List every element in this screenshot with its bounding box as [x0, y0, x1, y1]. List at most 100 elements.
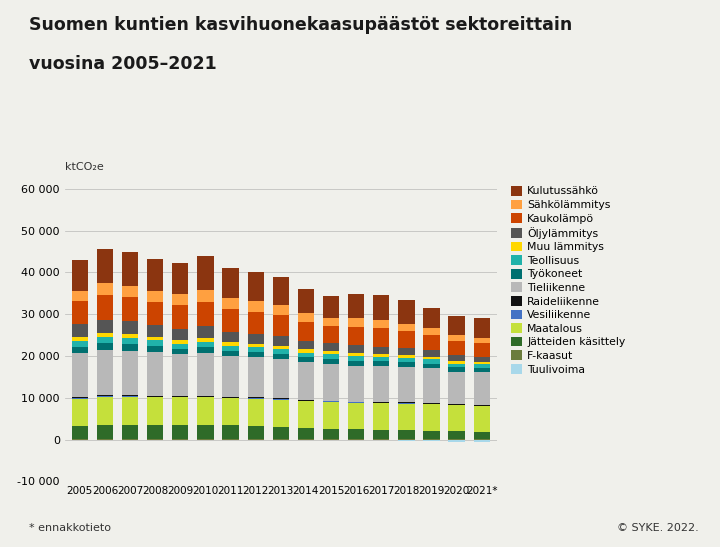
Bar: [273, 439, 289, 440]
Legend: Kulutussähkö, Sähkölämmitys, Kaukolämpö, Öljylämmitys, Muu lämmitys, Teollisuus,: Kulutussähkö, Sähkölämmitys, Kaukolämpö,…: [511, 186, 626, 375]
Bar: [449, 405, 465, 431]
Bar: [197, 353, 214, 396]
Bar: [172, 397, 189, 398]
Bar: [96, 343, 113, 350]
Bar: [248, 334, 264, 344]
Bar: [474, 368, 490, 373]
Text: * ennakkotieto: * ennakkotieto: [29, 523, 111, 533]
Bar: [373, 430, 390, 439]
Bar: [474, 362, 490, 364]
Bar: [122, 395, 138, 397]
Bar: [474, 343, 490, 357]
Bar: [348, 327, 364, 345]
Bar: [348, 345, 364, 353]
Bar: [147, 396, 163, 397]
Bar: [197, 338, 214, 342]
Text: ktCO₂e: ktCO₂e: [65, 162, 104, 172]
Text: © SYKE. 2022.: © SYKE. 2022.: [616, 523, 698, 533]
Bar: [323, 351, 339, 354]
Bar: [122, 338, 138, 345]
Bar: [122, 298, 138, 321]
Bar: [72, 324, 88, 337]
Bar: [449, 404, 465, 405]
Bar: [298, 401, 314, 428]
Bar: [273, 354, 289, 359]
Bar: [72, 292, 88, 301]
Bar: [122, 252, 138, 286]
Bar: [423, 357, 440, 359]
Bar: [323, 296, 339, 318]
Bar: [423, 359, 440, 364]
Bar: [449, 335, 465, 341]
Bar: [122, 439, 138, 440]
Bar: [248, 311, 264, 334]
Bar: [172, 425, 189, 439]
Bar: [423, 351, 440, 357]
Bar: [298, 313, 314, 322]
Bar: [172, 329, 189, 340]
Bar: [323, 400, 339, 401]
Bar: [222, 331, 239, 342]
Bar: [423, 335, 440, 351]
Bar: [273, 336, 289, 346]
Bar: [72, 439, 88, 440]
Bar: [474, 373, 490, 405]
Bar: [172, 344, 189, 348]
Bar: [222, 356, 239, 397]
Bar: [373, 357, 390, 362]
Bar: [147, 346, 163, 352]
Bar: [96, 395, 113, 396]
Bar: [323, 359, 339, 364]
Bar: [96, 294, 113, 320]
Bar: [423, 403, 440, 404]
Bar: [96, 283, 113, 294]
Bar: [96, 396, 113, 397]
Bar: [197, 439, 214, 440]
Bar: [474, 432, 490, 439]
Bar: [248, 426, 264, 439]
Bar: [298, 357, 314, 362]
Bar: [423, 440, 440, 441]
Bar: [248, 352, 264, 357]
Bar: [423, 364, 440, 368]
Bar: [72, 341, 88, 347]
Bar: [474, 406, 490, 432]
Bar: [348, 401, 364, 402]
Bar: [172, 294, 189, 305]
Bar: [197, 396, 214, 397]
Bar: [298, 350, 314, 353]
Bar: [122, 321, 138, 334]
Bar: [248, 399, 264, 426]
Bar: [449, 371, 465, 404]
Bar: [298, 362, 314, 400]
Bar: [122, 345, 138, 351]
Bar: [72, 337, 88, 341]
Bar: [147, 302, 163, 325]
Bar: [197, 425, 214, 439]
Bar: [373, 402, 390, 403]
Bar: [398, 300, 415, 324]
Bar: [398, 324, 415, 331]
Bar: [147, 352, 163, 396]
Bar: [122, 334, 138, 338]
Bar: [423, 308, 440, 328]
Bar: [248, 344, 264, 347]
Bar: [273, 315, 289, 336]
Bar: [72, 353, 88, 397]
Bar: [172, 263, 189, 294]
Bar: [449, 364, 465, 368]
Bar: [449, 316, 465, 335]
Bar: [298, 341, 314, 350]
Bar: [96, 350, 113, 395]
Bar: [222, 351, 239, 356]
Bar: [298, 322, 314, 341]
Bar: [172, 340, 189, 344]
Bar: [172, 439, 189, 440]
Bar: [273, 277, 289, 305]
Bar: [222, 309, 239, 331]
Bar: [373, 295, 390, 320]
Bar: [222, 346, 239, 351]
Bar: [323, 326, 339, 343]
Bar: [122, 286, 138, 298]
Bar: [273, 427, 289, 439]
